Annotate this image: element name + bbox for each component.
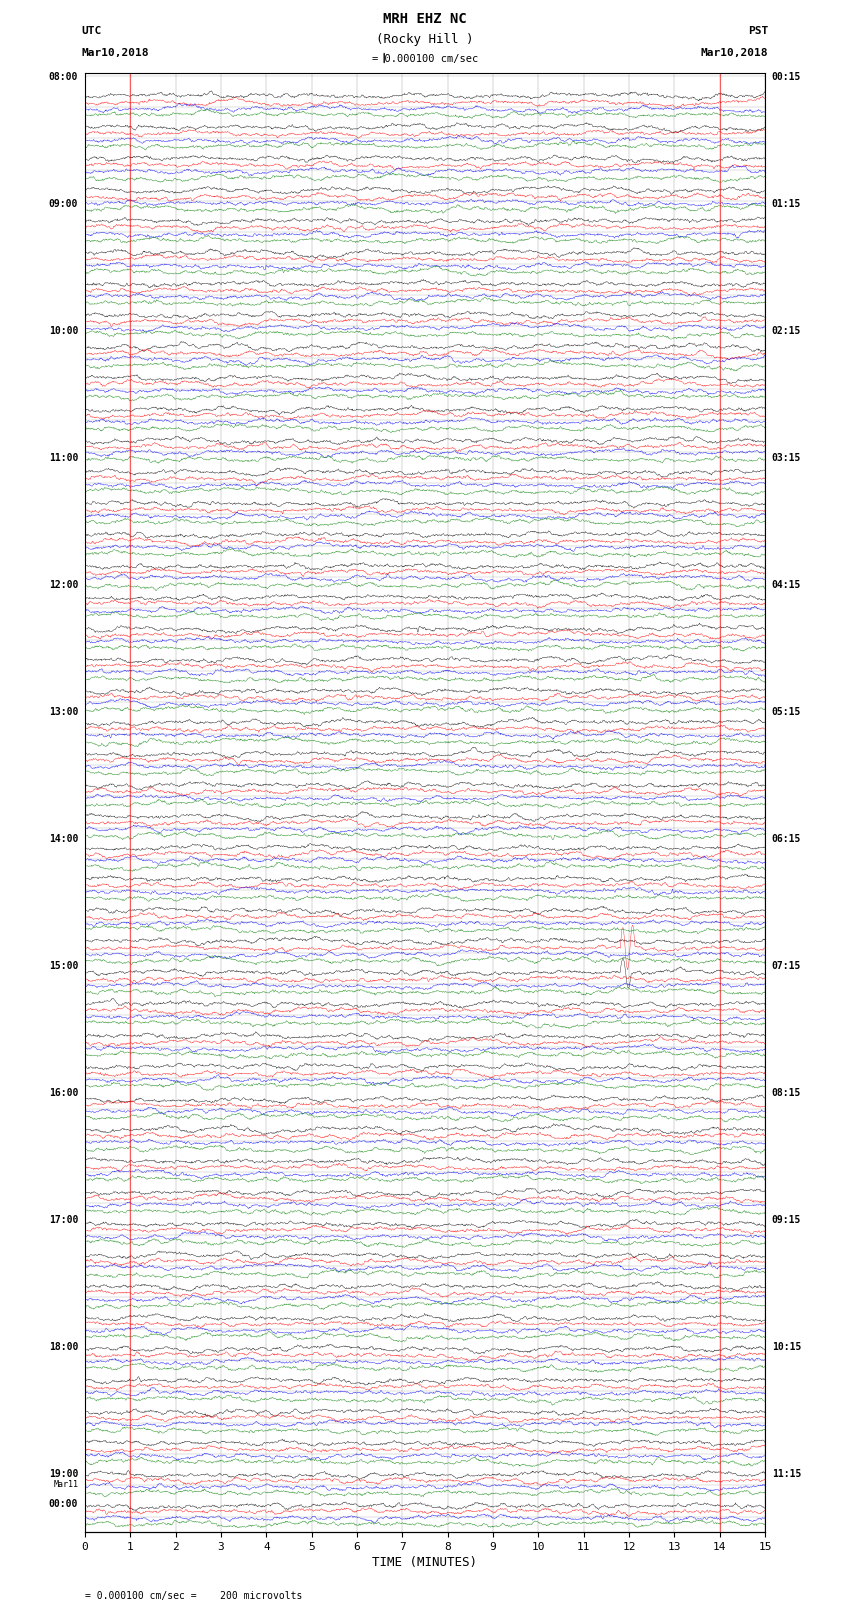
Text: 01:15: 01:15 — [772, 200, 802, 210]
Text: 17:00: 17:00 — [48, 1215, 78, 1224]
Text: 06:15: 06:15 — [772, 834, 802, 844]
X-axis label: TIME (MINUTES): TIME (MINUTES) — [372, 1557, 478, 1569]
Text: = 0.000100 cm/sec =    200 microvolts: = 0.000100 cm/sec = 200 microvolts — [85, 1590, 303, 1600]
Text: UTC: UTC — [82, 26, 102, 35]
Text: 14:00: 14:00 — [48, 834, 78, 844]
Text: 11:15: 11:15 — [772, 1469, 802, 1479]
Text: PST: PST — [748, 26, 768, 35]
Text: 00:15: 00:15 — [772, 73, 802, 82]
Text: 07:15: 07:15 — [772, 961, 802, 971]
Text: 11:00: 11:00 — [48, 453, 78, 463]
Text: 12:00: 12:00 — [48, 581, 78, 590]
Text: 00:00: 00:00 — [48, 1498, 78, 1508]
Text: 09:00: 09:00 — [48, 200, 78, 210]
Text: 18:00: 18:00 — [48, 1342, 78, 1352]
Text: MRH EHZ NC: MRH EHZ NC — [383, 11, 467, 26]
Text: 03:15: 03:15 — [772, 453, 802, 463]
Text: (Rocky Hill ): (Rocky Hill ) — [377, 34, 473, 47]
Text: 19:00: 19:00 — [48, 1469, 78, 1479]
Text: 13:00: 13:00 — [48, 706, 78, 718]
Text: 09:15: 09:15 — [772, 1215, 802, 1224]
Text: Mar11: Mar11 — [54, 1481, 78, 1489]
Text: 10:00: 10:00 — [48, 326, 78, 336]
Text: = 0.000100 cm/sec: = 0.000100 cm/sec — [371, 53, 478, 65]
Text: 10:15: 10:15 — [772, 1342, 802, 1352]
Text: 04:15: 04:15 — [772, 581, 802, 590]
Text: 05:15: 05:15 — [772, 706, 802, 718]
Text: 08:00: 08:00 — [48, 73, 78, 82]
Text: 15:00: 15:00 — [48, 961, 78, 971]
Text: Mar10,2018: Mar10,2018 — [82, 48, 149, 58]
Text: Mar10,2018: Mar10,2018 — [701, 48, 768, 58]
Text: 08:15: 08:15 — [772, 1087, 802, 1098]
Text: 02:15: 02:15 — [772, 326, 802, 336]
Text: 16:00: 16:00 — [48, 1087, 78, 1098]
